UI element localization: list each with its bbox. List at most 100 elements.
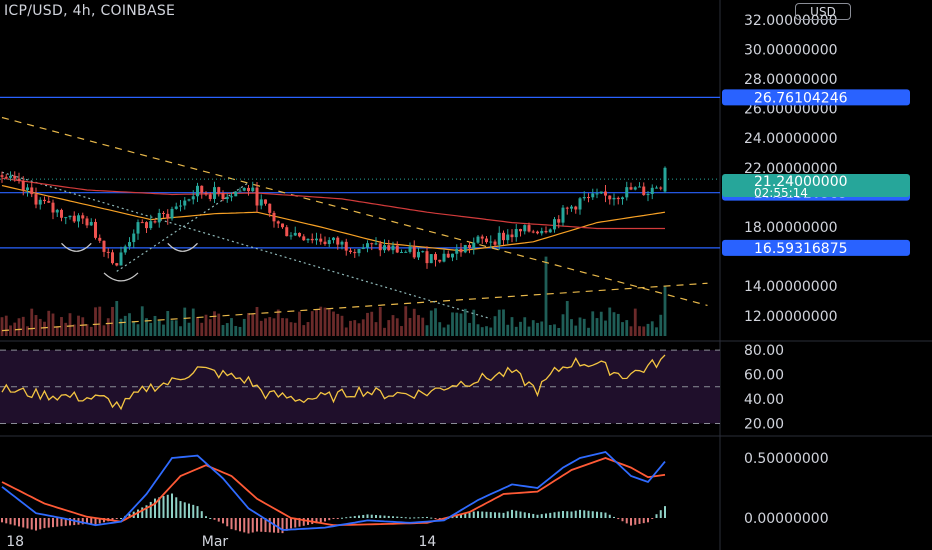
macd-tick-label: 0.00000000: [744, 511, 829, 527]
volume-bar: [616, 313, 620, 336]
volume-bar: [621, 322, 624, 336]
volume-bar: [395, 318, 399, 336]
macd-histogram-bar: [574, 510, 577, 518]
volume-bar: [132, 321, 136, 336]
macd-tick-label: 0.50000000: [744, 451, 829, 467]
trend-line: [1, 282, 708, 332]
macd-histogram-bar: [13, 518, 16, 526]
macd-histogram-bar: [621, 518, 624, 522]
candle-body: [111, 252, 114, 264]
countdown-label: 02:55:14: [754, 186, 808, 200]
volume-bar: [412, 308, 416, 336]
macd-histogram-bar: [175, 497, 178, 518]
volume-bar: [446, 324, 450, 336]
trend-lines: [1, 116, 708, 332]
candle-body: [340, 241, 344, 245]
volume-bar: [544, 256, 548, 336]
candle-body: [519, 229, 522, 232]
volume-bar: [98, 306, 102, 336]
volume-bar: [268, 317, 272, 336]
macd-histogram-bar: [540, 514, 543, 518]
volume-bar: [557, 327, 561, 336]
candle-body: [540, 230, 544, 234]
volume-bar: [217, 313, 221, 336]
candle-body: [506, 234, 510, 241]
volume-bar: [361, 319, 365, 336]
candle-body: [30, 187, 34, 195]
macd-histogram-bar: [18, 518, 20, 527]
macd-histogram: [1, 493, 666, 534]
candle-body: [489, 241, 493, 243]
candle-body: [378, 243, 382, 251]
currency-button[interactable]: USD: [795, 3, 851, 20]
volume-bar: [242, 318, 246, 336]
candle-body: [599, 191, 603, 194]
macd-histogram-bar: [154, 498, 156, 518]
volume-bar: [455, 312, 459, 336]
volume-bar: [123, 315, 127, 336]
volume-bar: [332, 311, 335, 336]
candle-body: [26, 187, 29, 191]
candle-body: [4, 176, 8, 178]
macd-histogram-bar: [158, 497, 161, 518]
level-badge-label: 26.76104246: [754, 90, 848, 106]
volume-bar: [259, 320, 263, 336]
candle-body: [272, 212, 276, 222]
volume-bar: [472, 309, 476, 336]
macd-histogram-bar: [22, 518, 25, 528]
macd-histogram-bar: [383, 515, 386, 518]
candle-body: [68, 215, 72, 218]
volume-bar: [136, 324, 140, 336]
level-badge-label: 16.59316875: [754, 241, 848, 257]
candle-body: [60, 209, 63, 218]
macd-histogram-bar: [103, 518, 105, 523]
macd-histogram-bar: [243, 518, 246, 533]
candle-body: [238, 190, 242, 192]
macd-histogram-bar: [192, 504, 195, 518]
candle-body: [208, 194, 212, 199]
candles: [0, 166, 667, 269]
candle-body: [582, 197, 586, 199]
macd-histogram-bar: [494, 512, 496, 518]
volume-bar: [26, 326, 29, 336]
volume-bar: [68, 313, 72, 336]
macd-axis-ticks: 0.50000000 0.00000000: [744, 451, 829, 527]
candle-body: [361, 247, 365, 250]
macd-histogram-bar: [664, 506, 666, 518]
volume-bar: [548, 324, 552, 336]
candle-body: [234, 191, 238, 197]
volume-bar: [157, 320, 161, 336]
candle-body: [570, 206, 573, 209]
candle-body: [574, 206, 578, 210]
macd-histogram-bar: [545, 513, 547, 518]
volume-bar: [264, 318, 267, 336]
macd-histogram-bar: [511, 509, 513, 518]
moving-average-line: [1, 185, 666, 252]
volume-bar: [64, 322, 68, 336]
volume-bar: [310, 311, 314, 336]
volume-bar: [476, 324, 480, 336]
macd-histogram-bar: [90, 518, 93, 525]
macd-histogram-bar: [438, 518, 441, 520]
candle-body: [259, 199, 263, 206]
macd-histogram-bar: [349, 516, 352, 518]
candle-body: [608, 195, 612, 200]
volume-bar: [115, 301, 119, 336]
volume-bar: [599, 311, 603, 336]
volume-bar: [434, 308, 437, 336]
macd-histogram-bar: [285, 518, 288, 531]
candle-body: [646, 194, 650, 196]
volume-bar: [51, 313, 55, 336]
candle-body: [591, 193, 595, 198]
macd-histogram-bar: [179, 501, 182, 518]
volume-bar: [493, 316, 497, 336]
candle-body: [196, 185, 199, 197]
macd-histogram-bar: [426, 516, 428, 518]
macd-histogram-bar: [353, 516, 356, 518]
candle-body: [51, 202, 55, 213]
candle-body: [587, 197, 590, 199]
volume-bar: [119, 318, 123, 336]
candle-body: [561, 207, 565, 223]
macd-histogram-bar: [430, 517, 433, 519]
